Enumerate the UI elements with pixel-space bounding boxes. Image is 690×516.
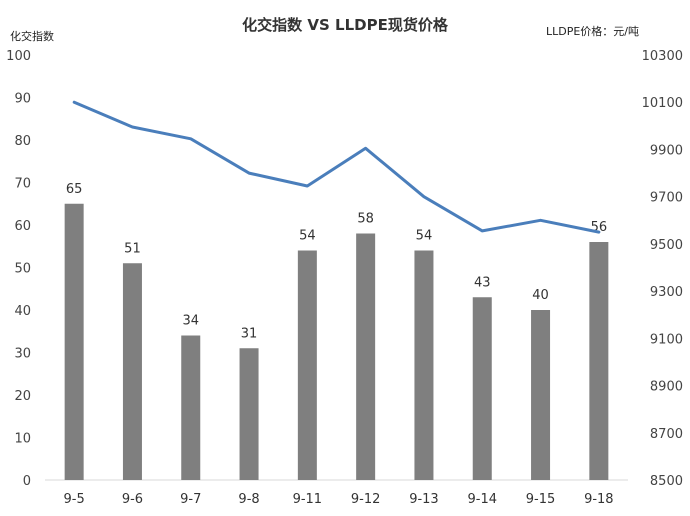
y-tick-label: 40 — [14, 304, 31, 319]
x-tick-label: 9-5 — [64, 492, 85, 507]
bar — [297, 250, 317, 480]
x-tick-label: 9-14 — [467, 492, 497, 507]
y2-tick-label: 9500 — [650, 238, 683, 253]
x-tick-label: 9-12 — [351, 492, 381, 507]
data-label: 40 — [532, 288, 549, 303]
y2-tick-label: 10300 — [642, 49, 683, 64]
data-label: 58 — [357, 212, 374, 227]
y2-tick-label: 8900 — [650, 380, 683, 395]
y-tick-label: 0 — [23, 474, 31, 489]
data-label: 43 — [474, 275, 491, 290]
y2-tick-label: 8700 — [650, 427, 683, 442]
y-tick-label: 70 — [14, 177, 31, 192]
left-axis-label: 化交指数 — [10, 29, 54, 43]
x-tick-label: 9-6 — [122, 492, 143, 507]
y-tick-label: 60 — [14, 219, 31, 234]
chart-title: 化交指数 VS LLDPE现货价格 — [242, 16, 449, 34]
y-tick-label: 30 — [14, 347, 31, 362]
line-path — [72, 100, 601, 234]
x-tick-label: 9-13 — [409, 492, 439, 507]
bar — [181, 335, 201, 480]
right-axis-label: LLDPE价格：元/吨 — [546, 24, 639, 38]
x-tick-label: 9-11 — [293, 492, 323, 507]
y-tick-label: 50 — [14, 262, 31, 277]
x-tick-label: 9-18 — [584, 492, 614, 507]
bar — [414, 250, 434, 480]
y-tick-label: 80 — [14, 134, 31, 149]
left-axis: 0 10 20 30 40 50 60 70 80 90 100 — [6, 49, 31, 489]
data-label: 54 — [416, 229, 433, 244]
line-series — [72, 100, 601, 234]
data-label: 51 — [124, 241, 141, 256]
bar — [122, 263, 142, 480]
data-label: 65 — [66, 182, 83, 197]
y-tick-label: 20 — [14, 389, 31, 404]
x-axis: 9-5 9-6 9-7 9-8 9-11 9-12 9-13 9-14 9-15 9-18 — [64, 492, 614, 507]
x-tick-label: 9-15 — [526, 492, 556, 507]
bar — [356, 233, 376, 480]
y2-tick-label: 9700 — [650, 191, 683, 206]
bar — [64, 203, 84, 480]
y2-tick-label: 10100 — [642, 96, 683, 111]
right-axis: 8500 8700 8900 9100 9300 9500 9700 9900 10100 103… — [642, 49, 683, 489]
data-label: 54 — [299, 229, 316, 244]
y2-tick-label: 9100 — [650, 332, 683, 347]
y2-tick-label: 9900 — [650, 143, 683, 158]
x-tick-label: 9-7 — [180, 492, 201, 507]
x-tick-label: 9-8 — [238, 492, 259, 507]
y2-tick-label: 9300 — [650, 285, 683, 300]
y-tick-label: 100 — [6, 49, 31, 64]
bar — [589, 242, 609, 480]
y-tick-label: 90 — [14, 92, 31, 107]
data-label: 31 — [241, 326, 258, 341]
bar — [239, 348, 259, 480]
y2-tick-label: 8500 — [650, 474, 683, 489]
data-label: 34 — [182, 314, 199, 329]
bar — [531, 310, 551, 480]
y-tick-label: 10 — [14, 432, 31, 447]
bar — [472, 297, 492, 480]
